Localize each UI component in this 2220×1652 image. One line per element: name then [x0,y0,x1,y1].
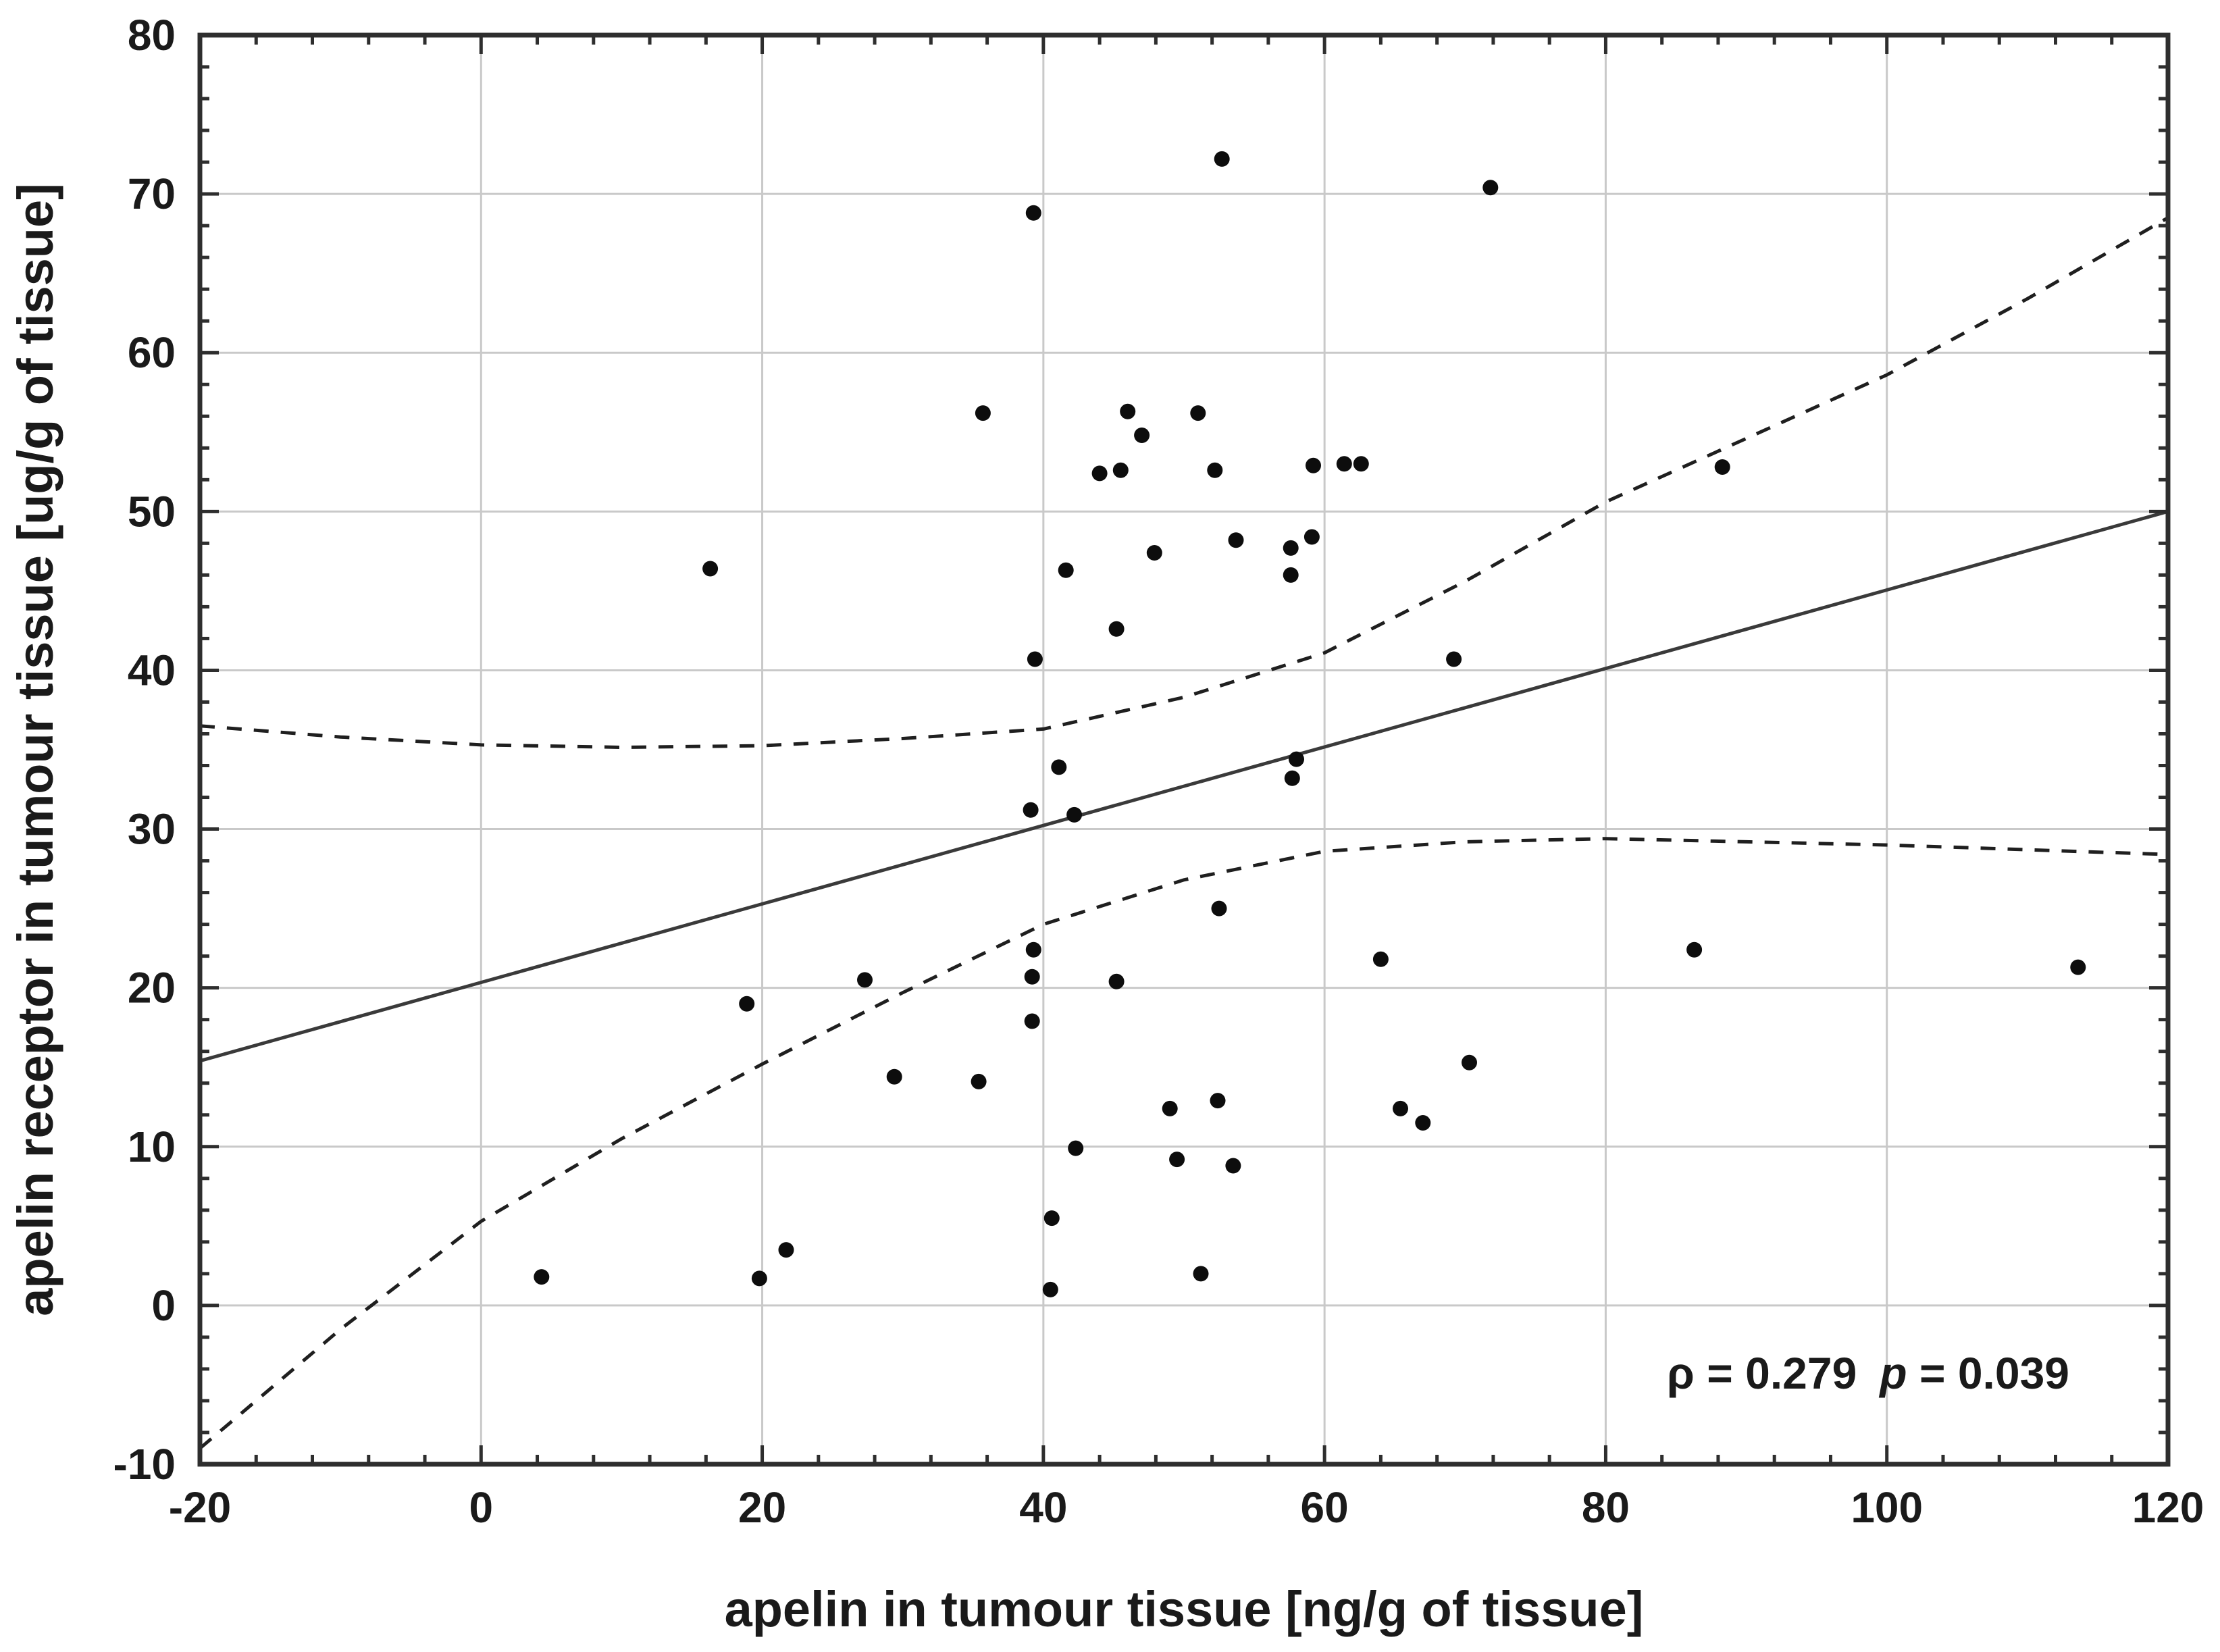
scatter-point [1108,621,1125,637]
y-tick-label: 20 [128,964,176,1012]
p-value: = 0.039 [1907,1348,2069,1398]
tick-layer [198,33,2170,1466]
y-tick-label: 50 [128,487,176,536]
scatter-point [1042,1281,1058,1297]
scatter-point [1462,1054,1477,1070]
tick-label-layer: -20 0 20 40 60 80 100 120 -10 0 10 20 30 40 50 60 70 80 [113,11,2204,1532]
scatter-point [1289,751,1304,767]
scatter-point [1214,151,1230,167]
scatter-point [1193,1266,1209,1282]
scatter-point [1283,567,1299,583]
y-tick-label: 80 [128,11,176,59]
x-tick-label: 40 [1019,1483,1067,1532]
y-tick-label: 30 [128,805,176,854]
x-tick-label: 20 [738,1483,786,1532]
scatter-point [2070,959,2086,975]
y-tick-label: 60 [128,328,176,377]
scatter-point [1446,651,1462,667]
scatter-point [1303,529,1320,545]
scatter-point [751,1270,767,1287]
scatter-point [1024,1013,1040,1029]
scatter-point [1415,1115,1431,1131]
scatter-point [1134,428,1150,443]
x-tick-label: 80 [1582,1483,1630,1532]
p-symbol: p [1878,1348,1907,1398]
scatter-point [534,1269,550,1285]
scatter-point [1393,1100,1408,1116]
y-tick-label: 70 [128,170,176,218]
plot-frame [197,32,2171,1467]
rho-value: = 0.279 [1695,1348,1857,1398]
series-layer [199,151,2169,1450]
correlation-annotation: ρ = 0.279 p = 0.039 [1667,1348,2069,1398]
scatter-point [1023,802,1039,818]
scatter-point [1025,941,1041,958]
confidence-band-lower [199,837,2169,1450]
x-tick-label: 0 [469,1483,493,1532]
scatter-point [1225,1158,1241,1174]
scatter-point [1112,462,1129,478]
y-tick-label: 0 [151,1281,176,1330]
scatter-point [1091,465,1108,482]
scatter-point [1169,1152,1185,1168]
scatter-point [1211,900,1227,917]
rho-symbol: ρ [1667,1348,1695,1398]
scatter-point [886,1068,902,1085]
scatter-point [971,1073,987,1089]
scatter-point [1066,806,1083,823]
x-tick-label: -20 [169,1483,232,1532]
x-tick-label: 120 [2132,1483,2204,1532]
scatter-point [1162,1100,1178,1116]
scatter-point [1108,973,1125,989]
scatter-point [1051,759,1067,775]
scatter-point [702,561,719,577]
scatter-point [739,996,755,1012]
axes-frame [197,32,2171,1467]
scatter-point [1714,459,1730,475]
scatter-point [1058,562,1074,578]
scatter-point [1482,180,1499,196]
scatter-point [1372,951,1389,967]
scatter-point [1284,770,1300,786]
regression-line [199,509,2169,1063]
scatter-point [1336,456,1352,472]
y-tick-label: 10 [128,1122,176,1171]
scatter-point [1190,405,1206,421]
y-tick-label: 40 [128,646,176,694]
scatter-point [1043,1210,1060,1227]
scatter-point [1207,462,1223,478]
x-tick-label: 100 [1851,1483,1923,1532]
scatter-point [1068,1140,1084,1156]
x-tick-label: 60 [1301,1483,1349,1532]
scatter-point [1120,403,1136,419]
scatter-point [778,1242,794,1258]
scatter-point [975,405,991,421]
scatter-point [1146,545,1162,561]
y-axis-title: apelin receptor in tumour tissue [ug/g o… [7,183,63,1316]
scatter-point [1306,457,1321,473]
scatter-point [1027,651,1043,667]
scatter-point [1025,205,1041,221]
scatter-point [1353,456,1369,472]
scatter-point [1686,941,1703,958]
scatter-point [1210,1093,1226,1109]
x-axis-title: apelin in tumour tissue [ng/g of tissue] [725,1581,1644,1637]
grid-layer [200,35,2168,1464]
y-tick-label: -10 [113,1440,176,1489]
scatter-point [1283,540,1299,556]
scatter-point [1024,969,1040,985]
scatter-point [1228,532,1244,548]
scatter-point [857,972,873,988]
confidence-band-upper [199,216,2169,749]
